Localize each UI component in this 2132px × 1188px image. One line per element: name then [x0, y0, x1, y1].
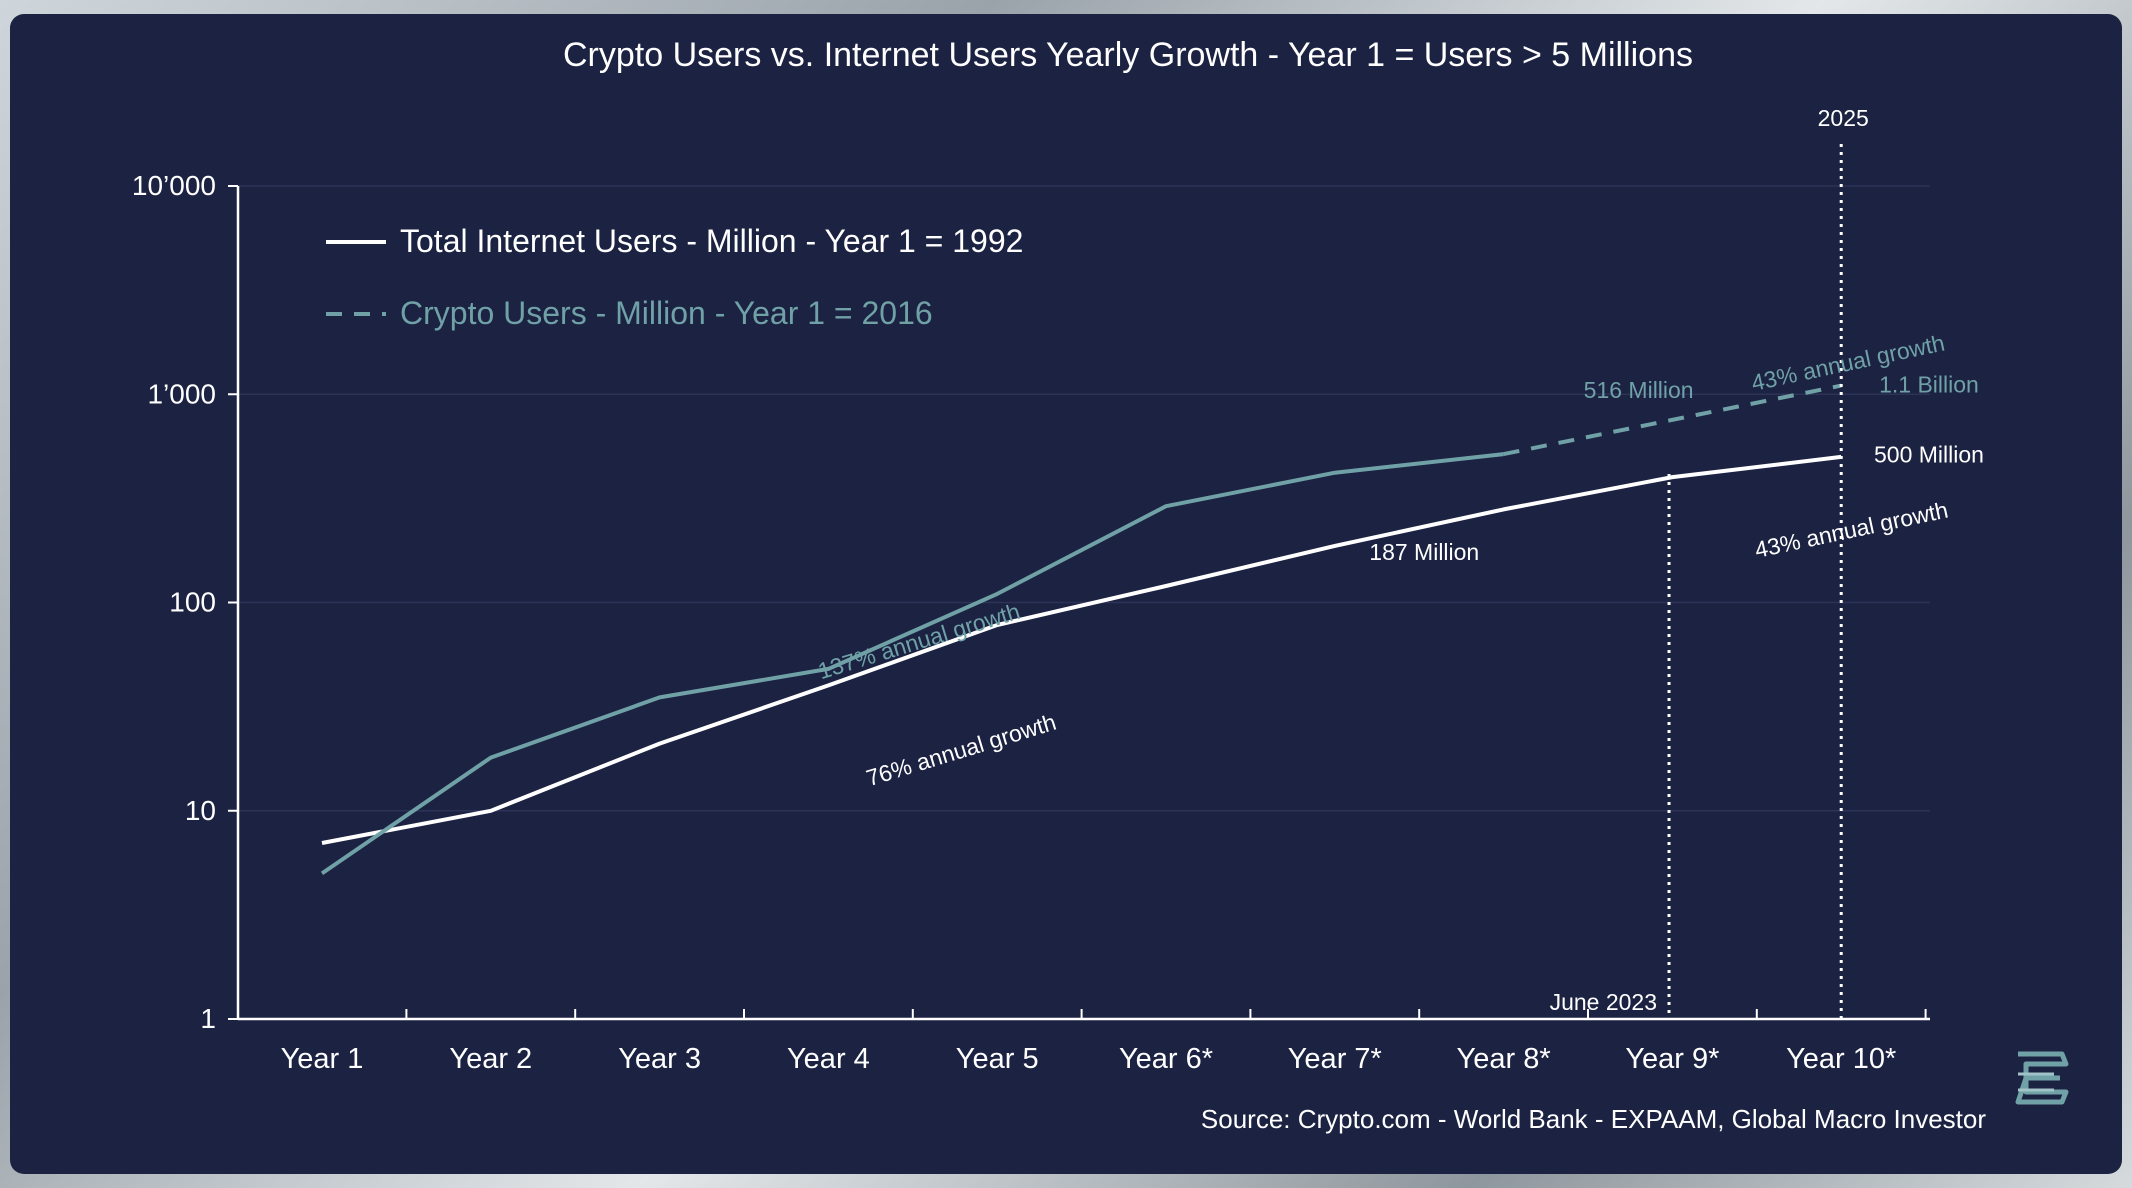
- x-tick-label: Year 5: [956, 1043, 1039, 1075]
- chart-card: 1 10 100 1’000 10’000 Year 1 Year 2 Year 3 Year …: [10, 14, 2122, 1174]
- x-tick-label: Year 9*: [1625, 1043, 1719, 1075]
- annotation: 500 Million: [1874, 442, 1984, 468]
- annotation: 43% annual growth: [1752, 497, 1950, 563]
- series-line-crypto-projection: [1503, 383, 1842, 457]
- x-tick-label: Year 2: [449, 1043, 532, 1075]
- x-tick-label: Year 1: [281, 1043, 364, 1075]
- x-tick-label: Year 6*: [1119, 1043, 1213, 1075]
- annotation: 1.1 Billion: [1879, 371, 1979, 397]
- reference-line-label: 2025: [1818, 105, 1869, 131]
- y-tick-label: 1: [200, 1003, 216, 1034]
- chart-title: Crypto Users vs. Internet Users Yearly G…: [563, 36, 1693, 74]
- y-tick-label: 10: [185, 795, 216, 826]
- y-tick-label: 100: [169, 587, 216, 618]
- legend-label-crypto: Crypto Users - Million - Year 1 = 2016: [400, 295, 933, 331]
- x-tick-label: Year 10*: [1786, 1043, 1896, 1075]
- x-tick-label: Year 8*: [1457, 1043, 1551, 1075]
- y-tick-label: 1’000: [147, 378, 216, 409]
- series-line-crypto: [320, 452, 1504, 876]
- y-tick-label: 10’000: [132, 170, 216, 201]
- x-tick-label: Year 4: [787, 1043, 870, 1075]
- reference-line-label: June 2023: [1550, 989, 1657, 1015]
- chart: 1 10 100 1’000 10’000 Year 1 Year 2 Year 3 Year …: [132, 36, 1986, 1134]
- annotation: 187 Million: [1369, 539, 1479, 565]
- annotation: 516 Million: [1584, 377, 1694, 403]
- legend: Total Internet Users - Million - Year 1 …: [326, 223, 1023, 331]
- x-tick-label: Year 3: [618, 1043, 701, 1075]
- annotation: 137% annual growth: [815, 598, 1023, 684]
- x-tick-label: Year 7*: [1288, 1043, 1382, 1075]
- legend-label-internet: Total Internet Users - Million - Year 1 …: [400, 223, 1023, 259]
- brand-logo-icon: [2015, 1051, 2069, 1105]
- annotation: 76% annual growth: [863, 709, 1059, 791]
- series-line-internet: [321, 454, 1842, 845]
- source-note: Source: Crypto.com - World Bank - EXPAAM…: [1201, 1104, 1986, 1134]
